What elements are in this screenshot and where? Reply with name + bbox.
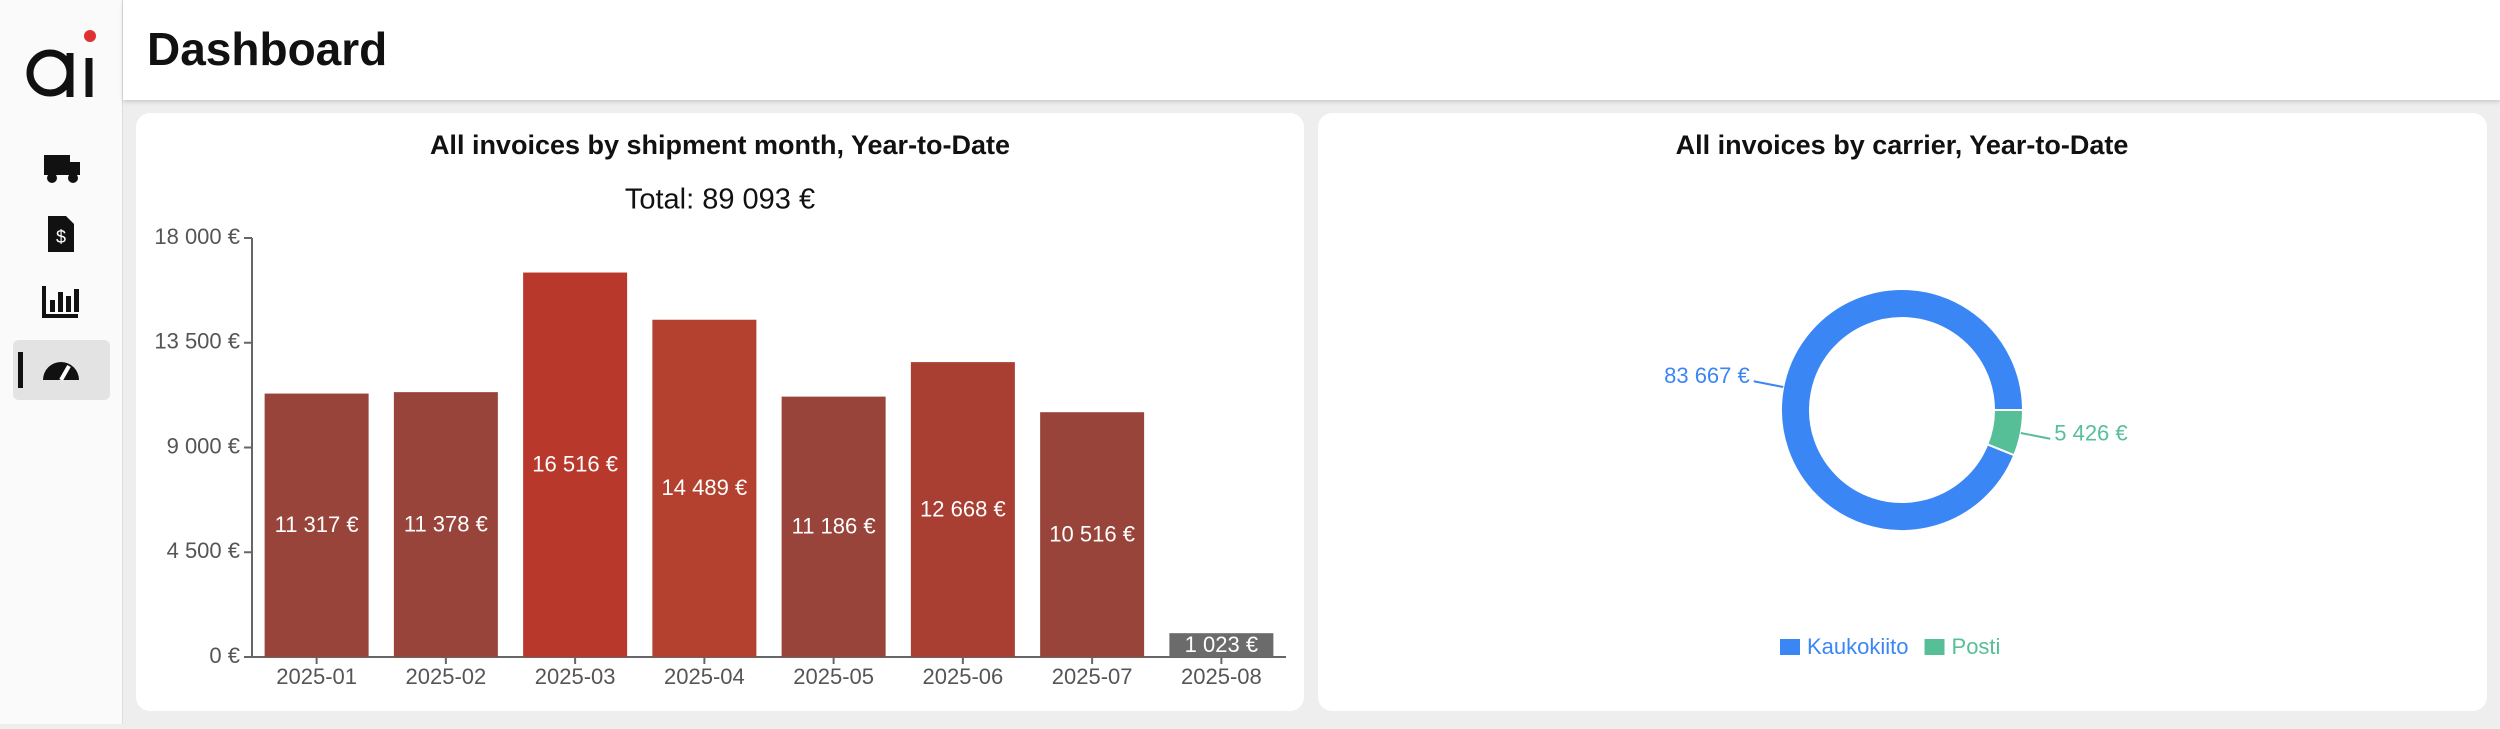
logo bbox=[26, 30, 96, 97]
chart-title: All invoices by shipment month, Year-to-… bbox=[430, 130, 1010, 160]
bar bbox=[523, 272, 628, 657]
donut-chart: All invoices by carrier, Year-to-Date 83… bbox=[1664, 130, 2129, 659]
card: All invoices by shipment month, Year-to-… bbox=[136, 113, 1304, 711]
bar bbox=[910, 362, 1015, 657]
x-tick-label: 2025-01 bbox=[276, 664, 357, 689]
bar bbox=[1169, 633, 1274, 657]
bar bbox=[1040, 412, 1145, 657]
x-tick-label: 2025-03 bbox=[535, 664, 616, 689]
bar bbox=[652, 319, 757, 657]
y-tick-label: 13 500 € bbox=[154, 329, 240, 354]
segment-value-label: 83 667 € bbox=[1664, 363, 1750, 388]
x-tick-label: 2025-06 bbox=[923, 664, 1004, 689]
bar-value-label: 14 489 € bbox=[662, 475, 748, 500]
x-tick-label: 2025-05 bbox=[793, 664, 874, 689]
bar bbox=[264, 393, 369, 657]
bar bbox=[393, 392, 498, 657]
legend-label: Kaukokiito bbox=[1807, 634, 1909, 659]
page-title: Dashboard bbox=[147, 23, 388, 75]
nav-shipments[interactable] bbox=[44, 155, 80, 183]
header: Dashboard bbox=[123, 0, 2500, 100]
bar-value-label: 11 378 € bbox=[404, 511, 488, 536]
x-tick-label: 2025-02 bbox=[406, 664, 487, 689]
donut-segment bbox=[1780, 288, 2025, 532]
x-tick-label: 2025-04 bbox=[664, 664, 745, 689]
svg-text:$: $ bbox=[56, 227, 66, 247]
y-tick-label: 18 000 € bbox=[154, 224, 240, 249]
bar-value-label: 11 186 € bbox=[792, 514, 876, 539]
legend-label: Posti bbox=[1952, 634, 2001, 659]
chart-subtitle: Total: 89 093 € bbox=[625, 184, 815, 216]
label-leader bbox=[1753, 380, 1784, 388]
bar-value-label: 16 516 € bbox=[532, 452, 618, 477]
bar-value-label: 11 317 € bbox=[275, 512, 359, 537]
y-tick-label: 0 € bbox=[209, 643, 240, 668]
bar-chart: All invoices by shipment month, Year-to-… bbox=[154, 130, 1286, 689]
legend-swatch bbox=[1924, 639, 1945, 655]
donut-segment bbox=[1986, 409, 2025, 457]
card: All invoices by carrier, Year-to-Date 83… bbox=[1318, 113, 2487, 711]
sidebar: $ bbox=[0, 0, 123, 724]
x-tick-label: 2025-07 bbox=[1052, 664, 1133, 689]
nav-reports[interactable] bbox=[42, 286, 79, 318]
y-tick-label: 9 000 € bbox=[167, 433, 240, 458]
segment-value-label: 5 426 € bbox=[2054, 421, 2127, 446]
sidebar-icons: $ bbox=[13, 30, 110, 400]
label-leader bbox=[2020, 432, 2051, 440]
x-tick-label: 2025-08 bbox=[1181, 664, 1262, 689]
bar-value-label: 10 516 € bbox=[1049, 521, 1135, 546]
bar bbox=[781, 396, 886, 657]
nav-dashboard[interactable] bbox=[13, 340, 110, 400]
y-tick-label: 4 500 € bbox=[167, 538, 240, 563]
bar-value-label: 12 668 € bbox=[920, 496, 1006, 521]
legend-swatch bbox=[1780, 639, 1800, 655]
bar-value-label: 1 023 € bbox=[1185, 632, 1258, 657]
nav-invoices[interactable]: $ bbox=[48, 216, 74, 252]
chart-title: All invoices by carrier, Year-to-Date bbox=[1676, 130, 2129, 160]
